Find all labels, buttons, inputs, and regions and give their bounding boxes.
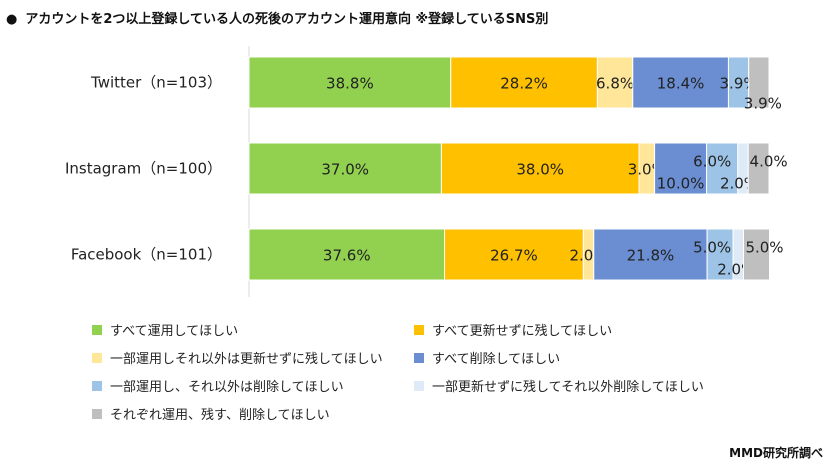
bar-segment	[450, 56, 598, 109]
data-label: 4.0%	[750, 153, 788, 171]
legend-item: 一部運用し、それ以外は削除してほしい	[92, 376, 344, 395]
bar-segment	[632, 56, 729, 109]
legend-label: すべて削除してほしい	[432, 352, 561, 367]
category-label: Instagram（n=100）	[65, 160, 222, 178]
legend-item: 一部更新せずに残してそれ以外削除してほしい	[414, 376, 704, 395]
category-label: Facebook（n=101）	[71, 246, 222, 264]
data-label: 6.8%	[596, 75, 634, 93]
legend-item: すべて運用してほしい	[92, 320, 238, 339]
data-label: 28.2%	[500, 75, 548, 93]
category-label: Twitter（n=103）	[90, 74, 222, 92]
source-note: MMD研究所調べ	[729, 446, 823, 460]
legend-item: すべて更新せずに残してほしい	[414, 320, 612, 339]
legend-item: すべて削除してほしい	[414, 348, 560, 367]
legend-swatch	[92, 324, 102, 335]
data-label: 3.9%	[720, 75, 758, 93]
legend-swatch	[414, 324, 424, 335]
data-label: 37.6%	[323, 247, 371, 265]
data-label: 18.4%	[657, 75, 705, 93]
legend-label: すべて運用してほしい	[110, 324, 239, 339]
bar-segment	[706, 228, 734, 281]
bar-segment	[596, 56, 634, 109]
legend-swatch	[92, 380, 102, 391]
bar-segment	[748, 56, 770, 109]
title-text: アカウントを2つ以上登録している人の死後のアカウント運用意向 ※登録しているSN…	[25, 12, 549, 27]
title-bullet: ●	[6, 12, 18, 27]
legend-swatch	[92, 408, 102, 419]
legend-item: 一部運用しそれ以外は更新せずに残してほしい	[92, 348, 383, 367]
bar-segment	[747, 142, 770, 195]
data-label: 3.9%	[744, 95, 782, 113]
data-label: 26.7%	[490, 247, 538, 265]
bar-segment	[248, 142, 442, 195]
bar-segment	[248, 56, 452, 109]
bar-segment	[248, 228, 446, 281]
bar-segment	[440, 142, 640, 195]
data-label: 37.0%	[321, 161, 369, 179]
data-label: 6.0%	[693, 153, 731, 171]
legend-label: 一部運用し、それ以外は削除してほしい	[110, 380, 344, 395]
legend-swatch	[92, 352, 102, 363]
bar-segment	[593, 228, 708, 281]
legend-label: 一部更新せずに残してそれ以外削除してほしい	[432, 380, 704, 395]
data-label: 5.0%	[693, 239, 731, 257]
data-label: 5.0%	[745, 239, 783, 257]
legend-label: 一部運用しそれ以外は更新せずに残してほしい	[110, 352, 383, 367]
chart-title: ● アカウントを2つ以上登録している人の死後のアカウント運用意向 ※登録しているS…	[6, 8, 548, 27]
legend-swatch	[414, 380, 424, 391]
data-label: 38.8%	[326, 75, 374, 93]
legend-label: すべて更新せずに残してほしい	[432, 324, 613, 339]
legend-label: それぞれ運用、残す、削除してほしい	[110, 408, 330, 423]
data-label: 10.0%	[657, 175, 705, 193]
bar-segment	[706, 142, 739, 195]
legend-item: それぞれ運用、残す、削除してほしい	[92, 404, 330, 423]
data-label: 21.8%	[627, 247, 675, 265]
bar-segment	[743, 228, 771, 281]
data-label: 38.0%	[516, 161, 564, 179]
legend-swatch	[414, 352, 424, 363]
